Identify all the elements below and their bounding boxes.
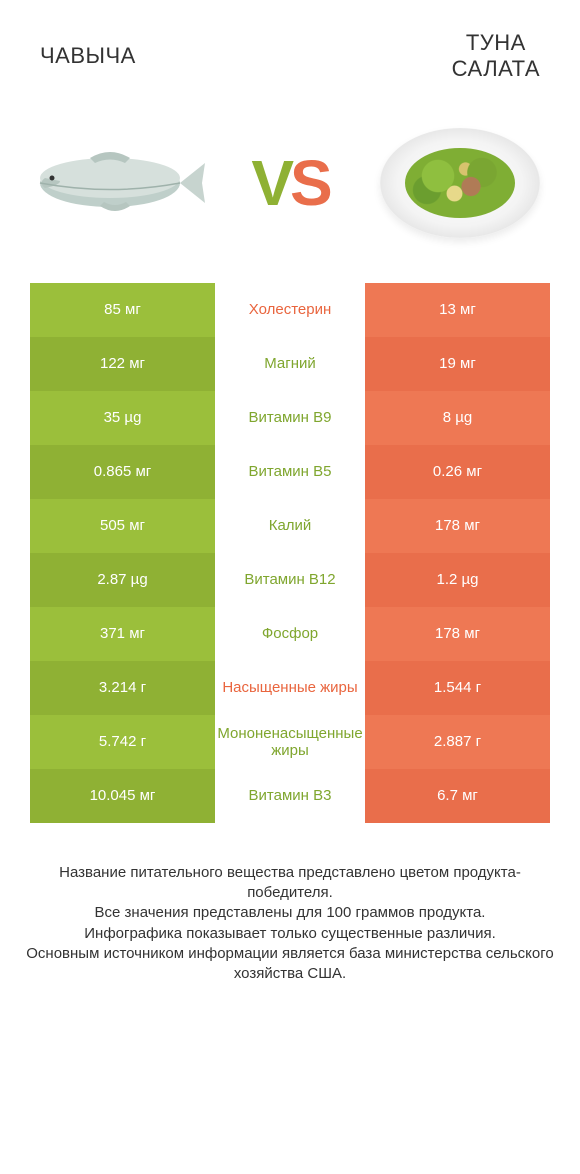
nutrient-label: Холестерин	[215, 283, 365, 337]
nutrient-label: Витамин B12	[215, 553, 365, 607]
value-right: 178 мг	[365, 607, 550, 661]
nutrient-label: Фосфор	[215, 607, 365, 661]
value-right: 19 мг	[365, 337, 550, 391]
hero-row: VS	[0, 93, 580, 283]
title-right: ТУНА САЛАТА	[452, 30, 540, 83]
footnote-line: Основным источником информации является …	[26, 944, 554, 985]
value-right: 8 µg	[365, 391, 550, 445]
table-row: 35 µgВитамин B98 µg	[30, 391, 550, 445]
nutrient-label: Витамин B3	[215, 769, 365, 823]
footnote-line: Инфографика показывает только существенн…	[26, 924, 554, 944]
value-right: 6.7 мг	[365, 769, 550, 823]
nutrient-label: Насыщенные жиры	[215, 661, 365, 715]
value-left: 2.87 µg	[30, 553, 215, 607]
table-row: 3.214 гНасыщенные жиры1.544 г	[30, 661, 550, 715]
vs-v: V	[251, 151, 290, 215]
value-left: 122 мг	[30, 337, 215, 391]
table-row: 10.045 мгВитамин B36.7 мг	[30, 769, 550, 823]
vs-s: S	[290, 151, 329, 215]
value-left: 10.045 мг	[30, 769, 215, 823]
vs-badge: VS	[251, 151, 328, 215]
value-left: 3.214 г	[30, 661, 215, 715]
value-left: 371 мг	[30, 607, 215, 661]
table-row: 0.865 мгВитамин B50.26 мг	[30, 445, 550, 499]
value-left: 35 µg	[30, 391, 215, 445]
value-left: 5.742 г	[30, 715, 215, 769]
comparison-table: 85 мгХолестерин13 мг122 мгМагний19 мг35 …	[30, 283, 550, 823]
table-row: 85 мгХолестерин13 мг	[30, 283, 550, 337]
nutrient-label: Магний	[215, 337, 365, 391]
table-row: 2.87 µgВитамин B121.2 µg	[30, 553, 550, 607]
value-left: 505 мг	[30, 499, 215, 553]
food-image-left	[30, 113, 210, 253]
value-right: 13 мг	[365, 283, 550, 337]
header: ЧАВЫЧА ТУНА САЛАТА	[0, 0, 580, 93]
footnote-line: Название питательного вещества представл…	[26, 863, 554, 904]
value-right: 1.544 г	[365, 661, 550, 715]
nutrient-label: Калий	[215, 499, 365, 553]
value-right: 0.26 мг	[365, 445, 550, 499]
nutrient-label: Мононенасыщенные жиры	[215, 715, 365, 769]
food-image-right	[370, 113, 550, 253]
table-row: 505 мгКалий178 мг	[30, 499, 550, 553]
footnote: Название питательного вещества представл…	[26, 863, 554, 985]
value-left: 85 мг	[30, 283, 215, 337]
value-left: 0.865 мг	[30, 445, 215, 499]
value-right: 178 мг	[365, 499, 550, 553]
nutrient-label: Витамин B5	[215, 445, 365, 499]
table-row: 371 мгФосфор178 мг	[30, 607, 550, 661]
table-row: 122 мгМагний19 мг	[30, 337, 550, 391]
value-right: 1.2 µg	[365, 553, 550, 607]
table-row: 5.742 гМононенасыщенные жиры2.887 г	[30, 715, 550, 769]
nutrient-label: Витамин B9	[215, 391, 365, 445]
footnote-line: Все значения представлены для 100 граммо…	[26, 903, 554, 923]
value-right: 2.887 г	[365, 715, 550, 769]
salmon-icon	[30, 128, 210, 238]
title-left: ЧАВЫЧА	[40, 43, 136, 69]
